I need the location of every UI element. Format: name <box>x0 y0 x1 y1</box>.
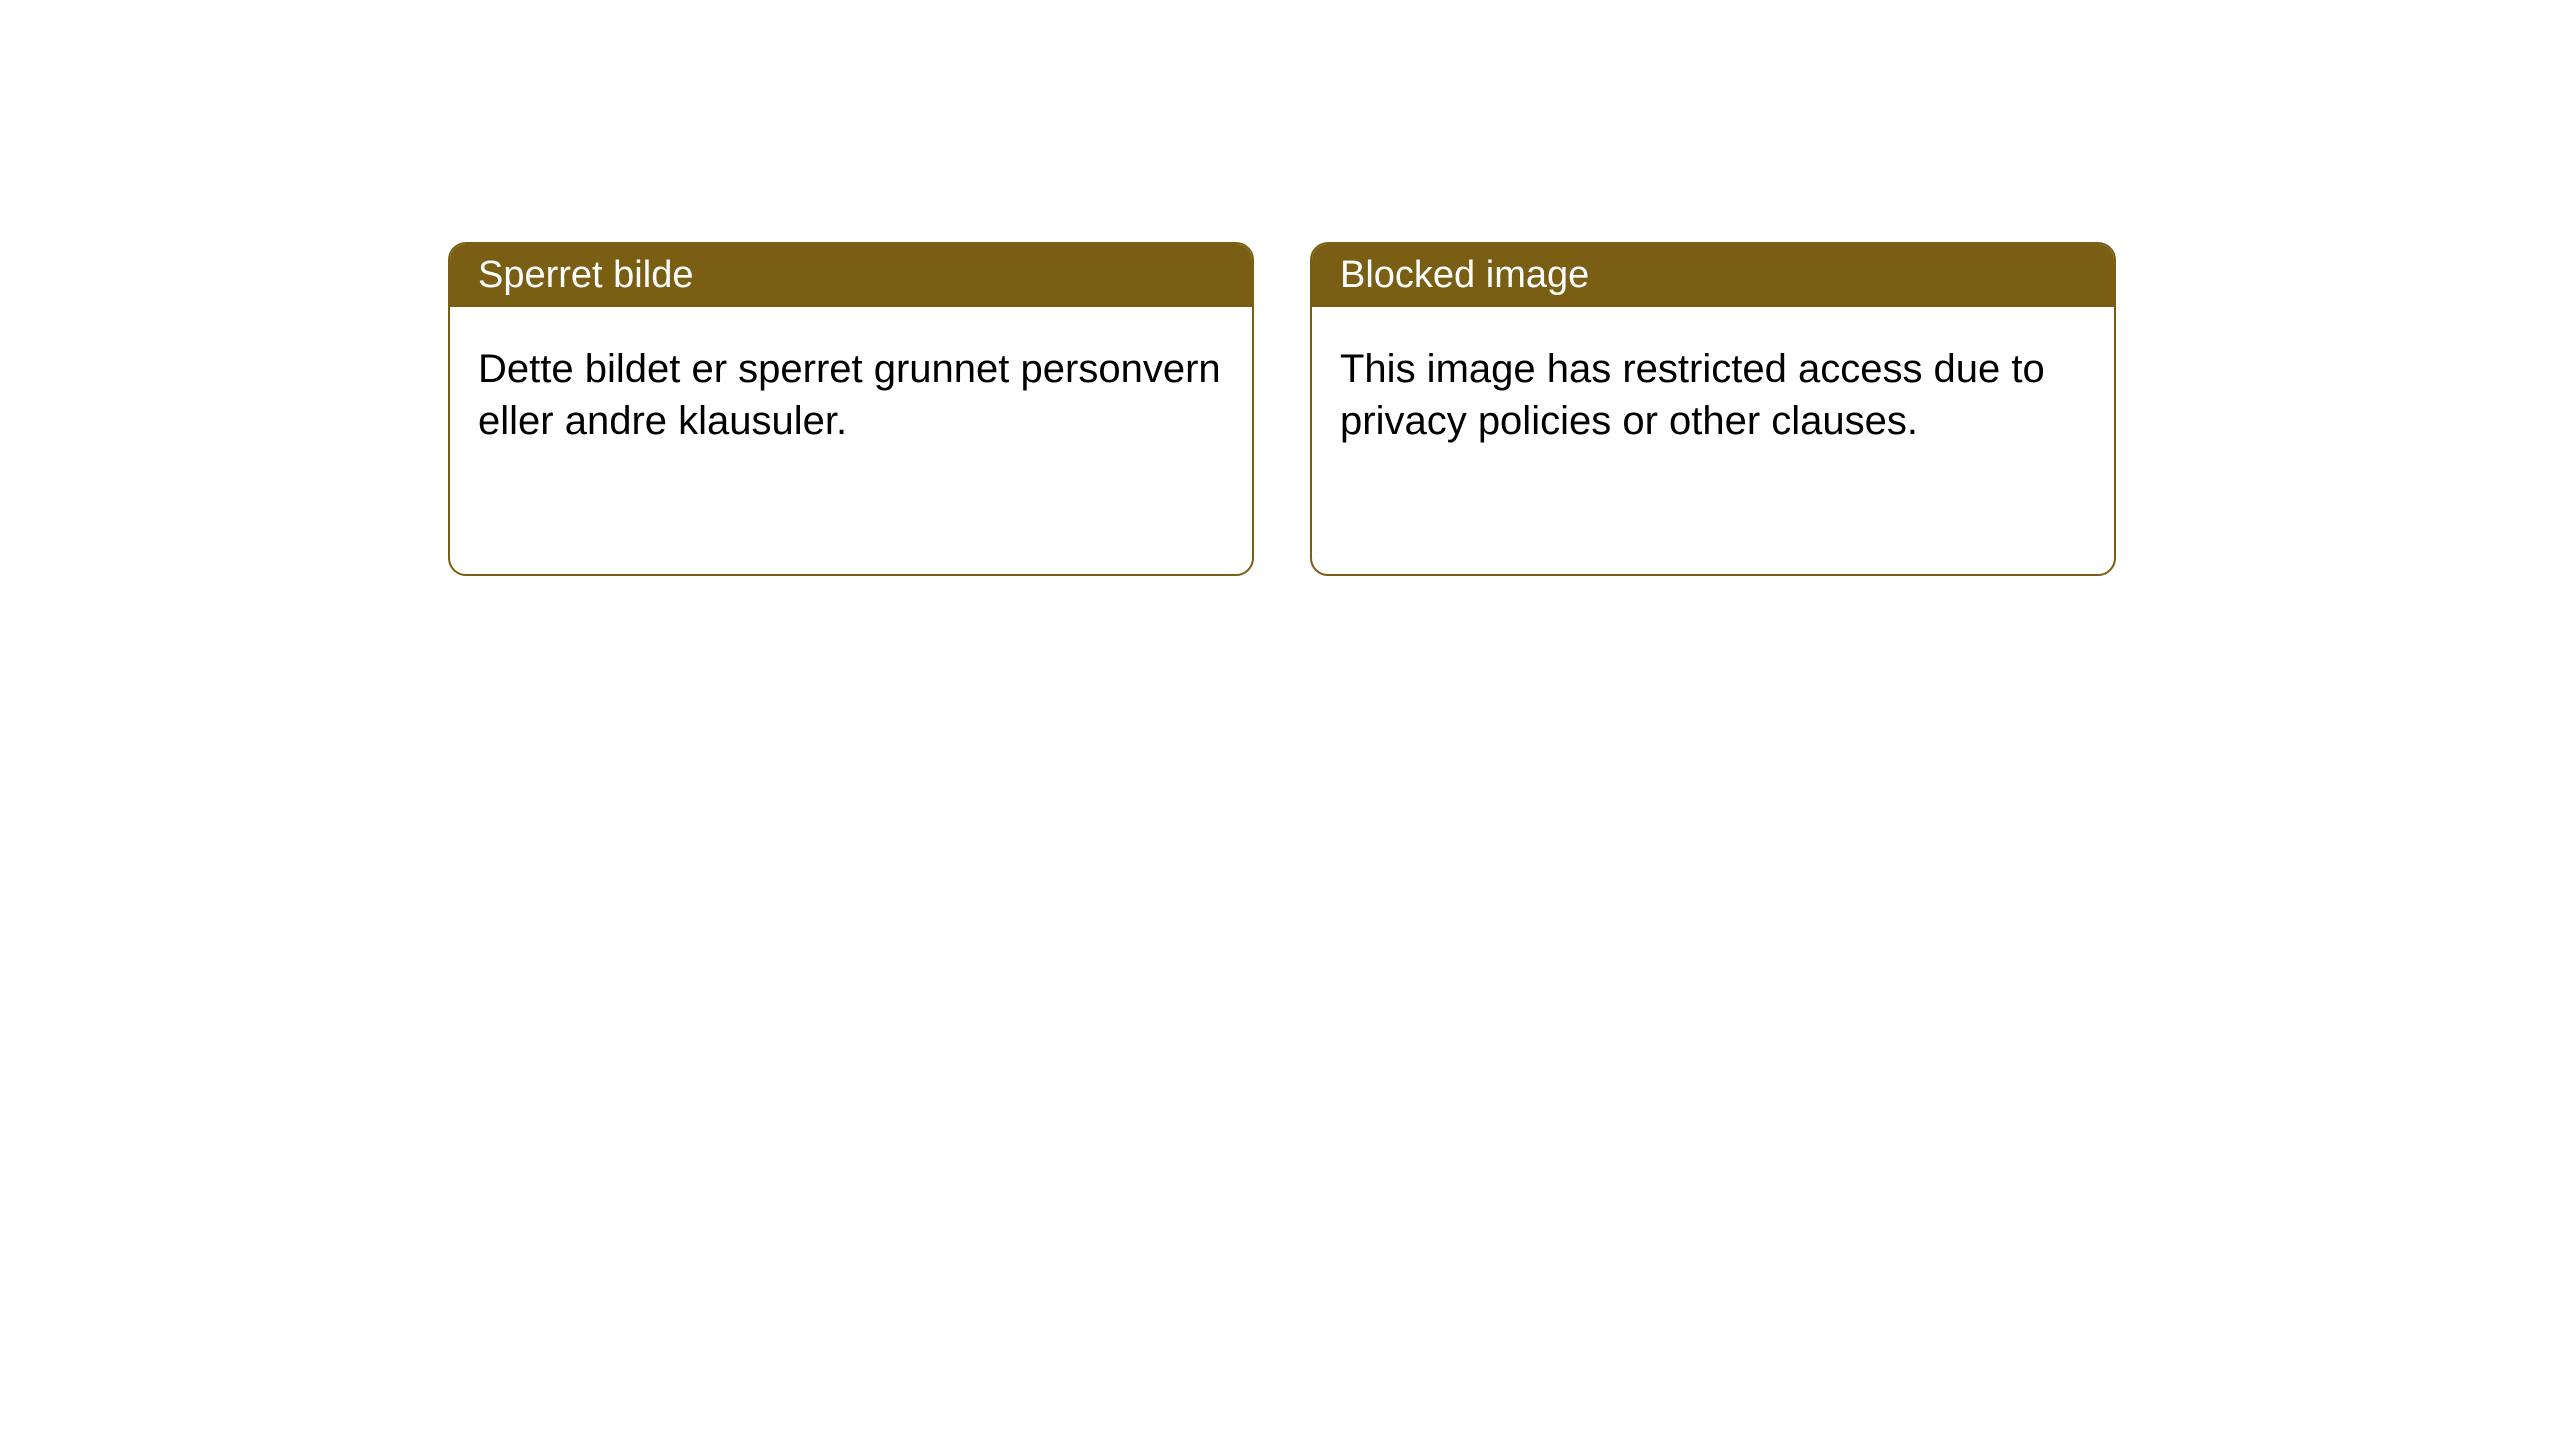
notice-header-text: Blocked image <box>1340 254 1589 296</box>
notice-card-body: Dette bildet er sperret grunnet personve… <box>450 307 1252 483</box>
notice-header-text: Sperret bilde <box>478 254 693 296</box>
notice-cards-container: Sperret bilde Dette bildet er sperret gr… <box>0 0 2560 576</box>
notice-body-text: This image has restricted access due to … <box>1340 347 2045 443</box>
notice-card-norwegian: Sperret bilde Dette bildet er sperret gr… <box>448 242 1254 576</box>
notice-body-text: Dette bildet er sperret grunnet personve… <box>478 347 1221 443</box>
notice-card-english: Blocked image This image has restricted … <box>1310 242 2116 576</box>
notice-card-header: Sperret bilde <box>450 244 1252 307</box>
notice-card-body: This image has restricted access due to … <box>1312 307 2114 483</box>
notice-card-header: Blocked image <box>1312 244 2114 307</box>
